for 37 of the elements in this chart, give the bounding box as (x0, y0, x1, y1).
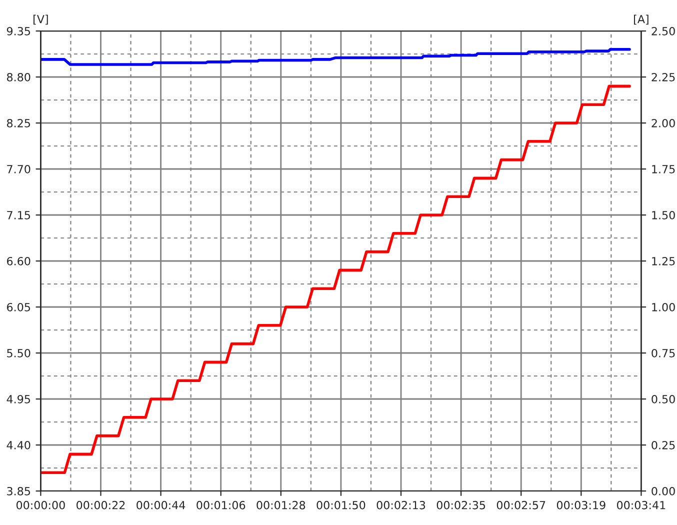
y-tick-label: 9.35 (6, 26, 30, 36)
y-tick-label: 8.80 (6, 72, 30, 82)
y-tick-label: 8.25 (6, 118, 30, 128)
x-tick-label: 00:03:41 (616, 500, 666, 510)
y2-tick-label: 2.25 (652, 72, 675, 82)
y2-tick-label: 0.00 (652, 486, 675, 496)
y2-tick-label: 0.25 (652, 440, 675, 450)
y2-tick-label: 1.50 (652, 210, 675, 220)
y2-tick-label: 1.25 (652, 256, 675, 266)
y2-tick-label: 0.50 (652, 394, 675, 404)
line-series (40, 84, 631, 474)
y-tick-label: 5.50 (7, 348, 30, 358)
x-tick-label: 00:02:13 (376, 500, 426, 510)
x-tick-label: 00:01:06 (196, 500, 246, 510)
x-tick-label: 00:02:57 (496, 500, 546, 510)
y-tick-label: 6.05 (7, 302, 30, 312)
line-series (40, 48, 631, 66)
y-tick-label: 6.60 (7, 256, 30, 266)
y2-tick-label: 0.75 (652, 348, 675, 358)
y-tick-label: 7.70 (7, 164, 30, 174)
x-tick-label: 00:03:19 (556, 500, 606, 510)
y-tick-label: 4.95 (6, 394, 30, 404)
x-tick-label: 00:02:35 (436, 500, 486, 510)
x-tick-label: 00:00:44 (136, 500, 186, 510)
x-tick-label: 00:00:00 (16, 500, 65, 510)
y2-tick-label: 2.50 (652, 26, 675, 36)
x-tick-label: 00:01:50 (316, 500, 366, 510)
y-axis-title: [V] (34, 14, 48, 25)
y2-axis-title: [A] (634, 14, 648, 25)
x-tick-label: 00:00:22 (76, 500, 125, 510)
y2-tick-label: 1.75 (652, 165, 675, 174)
y2-tick-label: 1.00 (652, 302, 675, 312)
y-tick-label: 3.85 (7, 486, 30, 496)
y-tick-label: 4.40 (6, 440, 30, 450)
y2-tick-label: 2.00 (652, 118, 675, 128)
x-tick-label: 00:01:28 (256, 500, 306, 510)
y-tick-label: 7.15 (7, 211, 30, 220)
